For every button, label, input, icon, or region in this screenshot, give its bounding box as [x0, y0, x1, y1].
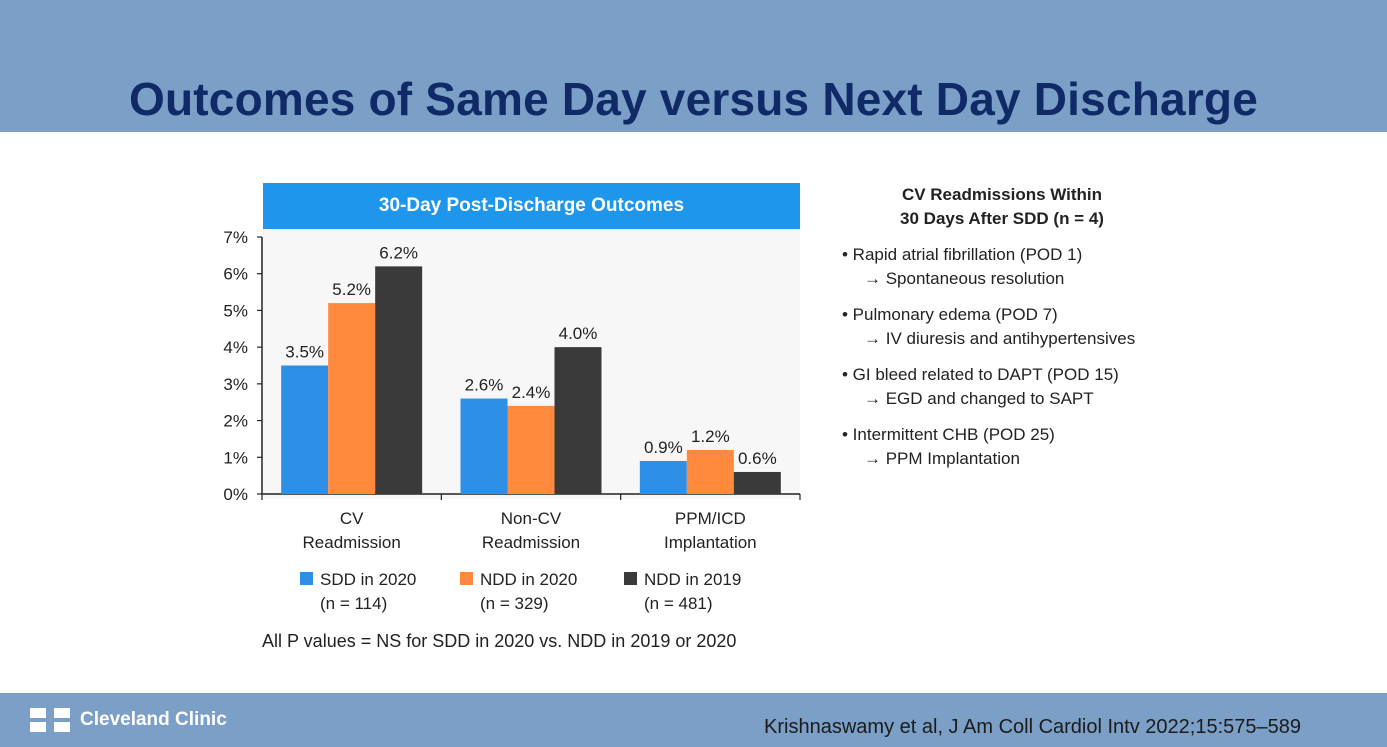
list-item-sub: → IV diuresis and antihypertensives — [864, 329, 1136, 348]
x-tick-label: Implantation — [664, 533, 757, 552]
x-tick-label: Readmission — [482, 533, 580, 552]
list-item: • Intermittent CHB (POD 25) → PPM Implan… — [842, 423, 1222, 471]
legend-label: SDD in 2020 — [320, 570, 416, 589]
footer-band — [0, 693, 1387, 747]
data-label: 0.6% — [738, 449, 777, 468]
x-tick-label: Readmission — [303, 533, 401, 552]
data-label: 4.0% — [559, 324, 598, 343]
list-item-main: • GI bleed related to DAPT (POD 15) — [842, 365, 1119, 384]
data-label: 2.6% — [465, 376, 504, 395]
list-item-main: • Rapid atrial fibrillation (POD 1) — [842, 245, 1083, 264]
bar — [375, 266, 423, 494]
x-tick-label: CV — [340, 509, 364, 528]
y-tick-label: 5% — [223, 301, 248, 320]
legend-sublabel: (n = 329) — [480, 594, 549, 613]
cleveland-clinic-logo: Cleveland Clinic — [28, 706, 227, 734]
bar — [328, 303, 376, 494]
panel-title-line1: CV Readmissions Within — [901, 185, 1103, 204]
bar — [281, 365, 329, 494]
data-label: 3.5% — [285, 343, 324, 362]
cv-readmissions-panel: CV Readmissions Within 30 Days After SDD… — [842, 183, 1222, 471]
legend-swatch — [624, 572, 637, 585]
list-item: • Pulmonary edema (POD 7) → IV diuresis … — [842, 303, 1222, 351]
bar — [733, 471, 781, 494]
y-tick-label: 4% — [223, 338, 248, 357]
legend-swatch — [460, 572, 473, 585]
p-value-note: All P values = NS for SDD in 2020 vs. ND… — [262, 631, 737, 651]
y-tick-label: 0% — [223, 485, 248, 504]
panel-title-line2: 30 Days After SDD (n = 4) — [900, 209, 1104, 228]
x-tick-label: Non-CV — [501, 509, 562, 528]
legend-label: NDD in 2019 — [644, 570, 741, 589]
list-item-sub: → PPM Implantation — [864, 449, 1020, 468]
list-item: • Rapid atrial fibrillation (POD 1) → Sp… — [842, 243, 1222, 291]
y-tick-label: 3% — [223, 375, 248, 394]
panel-title: CV Readmissions Within 30 Days After SDD… — [782, 183, 1222, 231]
y-tick-label: 7% — [223, 228, 248, 247]
bar — [460, 398, 508, 494]
legend-sublabel: (n = 114) — [320, 594, 387, 613]
bar — [554, 347, 602, 494]
list-item-main: • Intermittent CHB (POD 25) — [842, 425, 1055, 444]
y-tick-label: 1% — [223, 448, 248, 467]
bar — [686, 449, 734, 494]
y-tick-label: 2% — [223, 412, 248, 431]
data-label: 6.2% — [379, 243, 418, 262]
data-label: 0.9% — [644, 438, 683, 457]
data-label: 5.2% — [332, 280, 371, 299]
x-tick-label: PPM/ICD — [675, 509, 746, 528]
data-label: 1.2% — [691, 427, 730, 446]
bar — [639, 460, 687, 494]
bar — [507, 405, 555, 494]
list-item-sub: → Spontaneous resolution — [864, 269, 1065, 288]
legend-sublabel: (n = 481) — [644, 594, 713, 613]
citation: Krishnaswamy et al, J Am Coll Cardiol In… — [764, 716, 1301, 738]
list-item-sub: → EGD and changed to SAPT — [864, 389, 1094, 408]
cleveland-clinic-logo-icon — [30, 708, 70, 732]
slide-title: Outcomes of Same Day versus Next Day Dis… — [128, 73, 1258, 125]
legend-label: NDD in 2020 — [480, 570, 577, 589]
header-band — [0, 0, 1387, 132]
list-item-main: • Pulmonary edema (POD 7) — [842, 305, 1058, 324]
logo-text: Cleveland Clinic — [80, 709, 227, 730]
data-label: 2.4% — [512, 383, 551, 402]
legend-swatch — [300, 572, 313, 585]
y-tick-label: 6% — [223, 265, 248, 284]
list-item: • GI bleed related to DAPT (POD 15) → EG… — [842, 363, 1222, 411]
chart-title: 30-Day Post-Discharge Outcomes — [263, 183, 800, 229]
